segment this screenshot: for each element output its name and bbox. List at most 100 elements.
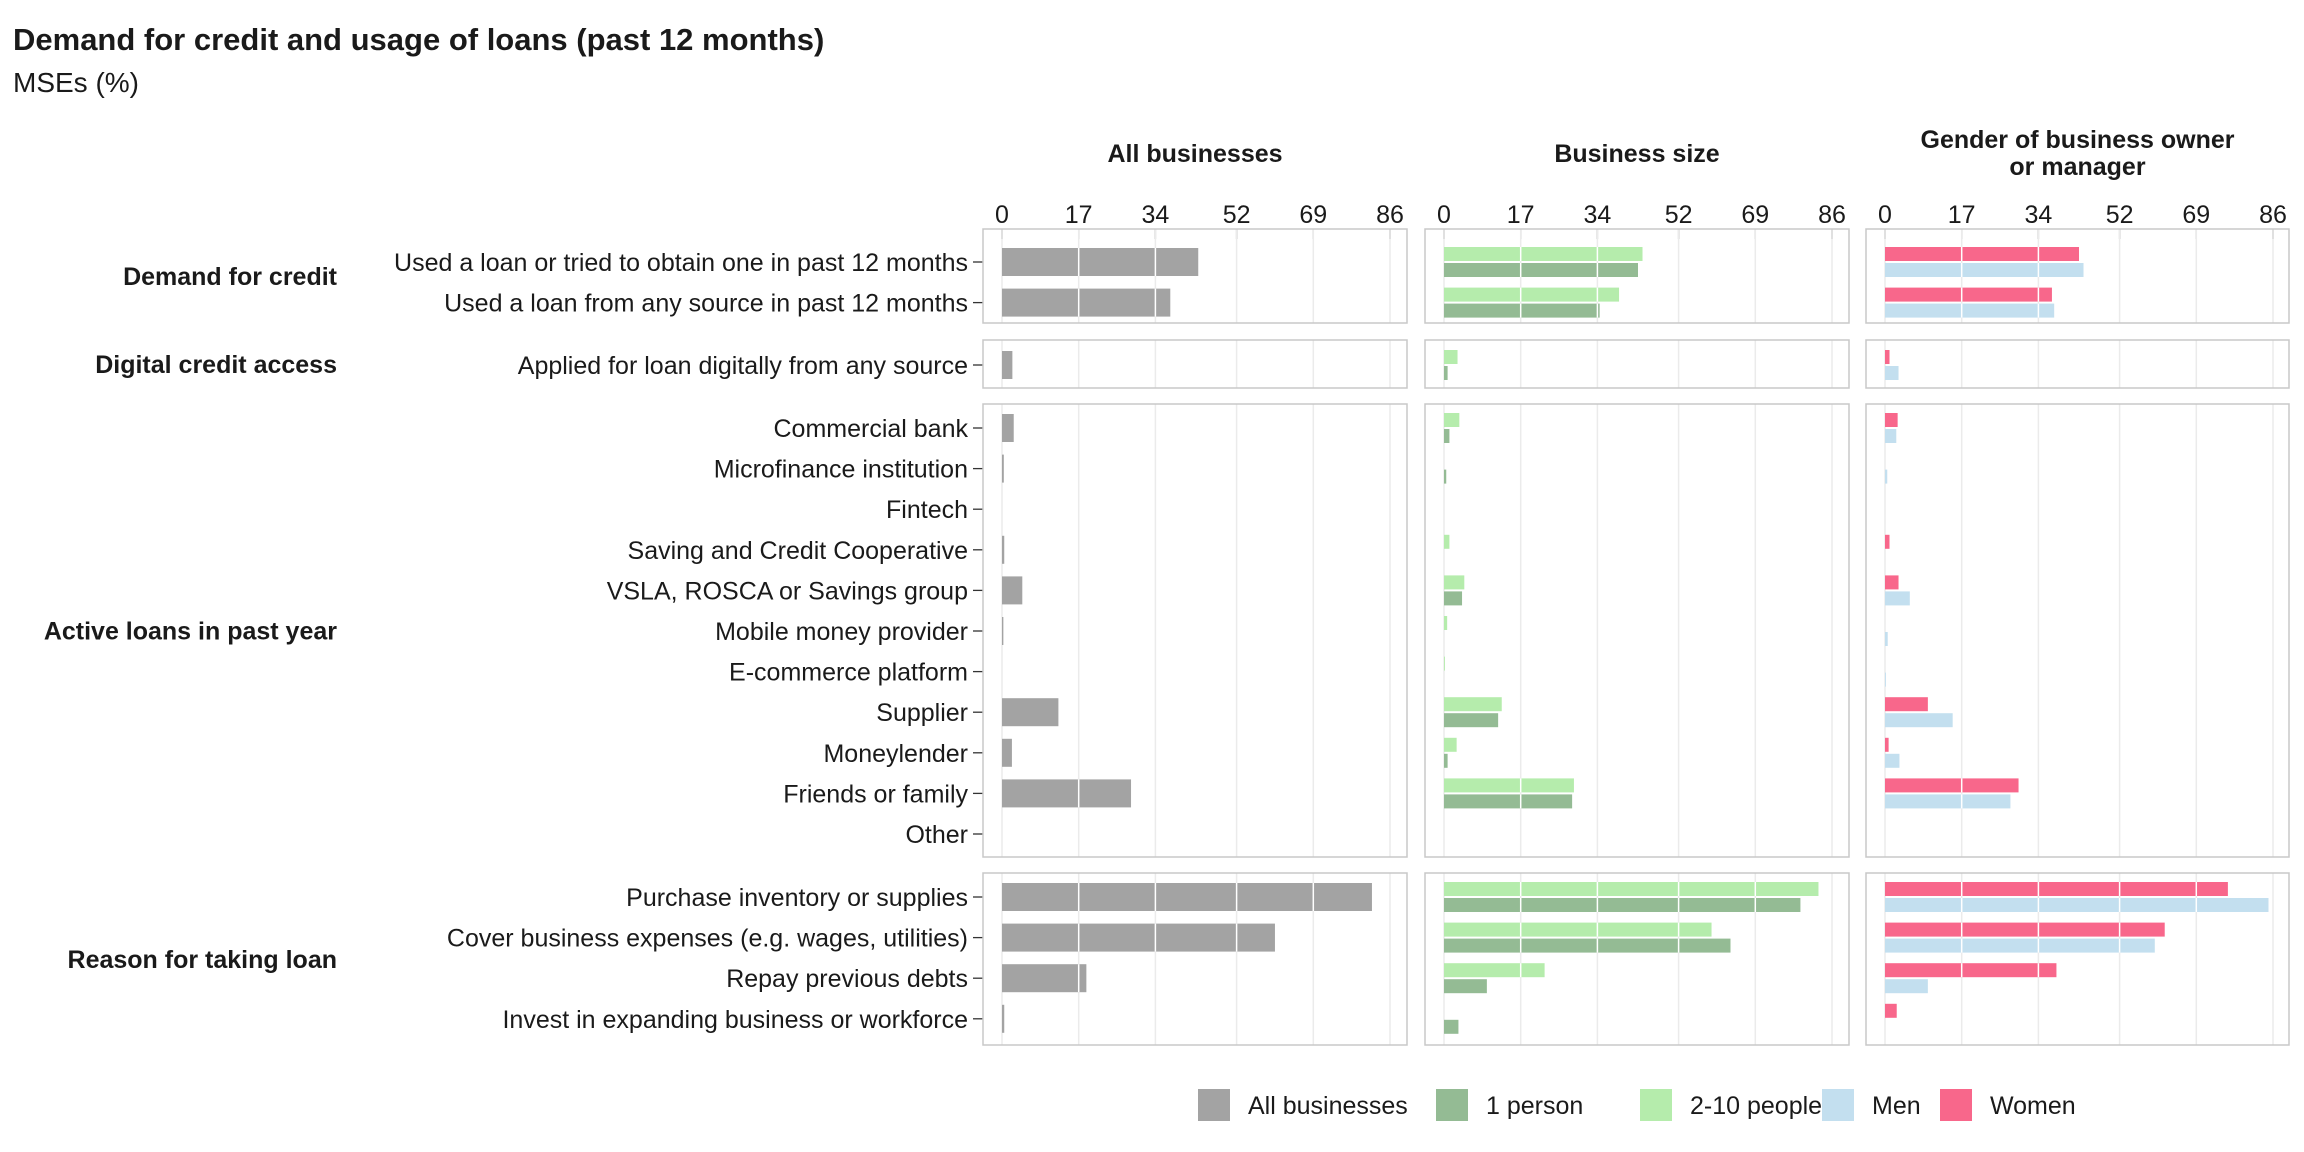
bar-all-businesses-supplier <box>1002 698 1059 727</box>
bar-women-commercial-bank <box>1885 413 1898 427</box>
bar-women-invest-in-expanding-business-or-workforce <box>1885 1003 1897 1018</box>
bar-women-used-a-loan-from-any-source-in-past-12-months <box>1885 287 2052 302</box>
panel-frame <box>1865 339 2290 389</box>
bar-1-person-repay-previous-debts <box>1444 979 1487 994</box>
bar-men-vsla-rosca-or-savings-group <box>1885 591 1910 606</box>
bar-all-businesses-friends-or-family <box>1002 779 1132 808</box>
panel-title-all-businesses: All businesses <box>1107 140 1282 168</box>
x-tick-label: 52 <box>1665 201 1693 229</box>
panel-frame <box>1424 403 1850 858</box>
category-label: Cover business expenses (e.g. wages, uti… <box>447 925 968 953</box>
bar-women-saving-and-credit-cooperative <box>1885 534 1890 549</box>
bar-men-mobile-money-provider <box>1885 632 1888 646</box>
x-tick-label: 69 <box>1299 201 1327 229</box>
category-label: Used a loan from any source in past 12 m… <box>444 290 968 318</box>
bar-all-businesses-moneylender <box>1002 738 1012 767</box>
x-tick-label: 69 <box>2182 201 2210 229</box>
panel-title-business-size: Business size <box>1554 140 1719 168</box>
x-tick-label: 0 <box>1437 201 1451 229</box>
x-tick-label: 86 <box>1376 201 1404 229</box>
category-label: Saving and Credit Cooperative <box>628 537 968 565</box>
bar-women-repay-previous-debts <box>1885 963 2057 978</box>
bar-men-moneylender <box>1885 753 1900 768</box>
bar-women-used-a-loan-or-tried-to-obtain-one-in-past-12-months <box>1885 247 2079 261</box>
bar-1-person-vsla-rosca-or-savings-group <box>1444 591 1463 606</box>
plot-area: All businesses 0 17 34 52 69 86 Business size 0 1… <box>44 126 2290 1046</box>
x-tick-label: 52 <box>2106 201 2134 229</box>
bar-1-person-microfinance-institution <box>1444 469 1447 484</box>
legend-label-men: Men <box>1872 1092 1921 1120</box>
bar-2-10-people-used-a-loan-or-tried-to-obtain-one-in-past-12-months <box>1444 247 1643 261</box>
bar-1-person-commercial-bank <box>1444 429 1450 443</box>
panel-frame <box>982 228 1408 324</box>
bar-all-businesses-purchase-inventory-or-supplies <box>1002 883 1372 911</box>
bar-1-person-used-a-loan-or-tried-to-obtain-one-in-past-12-months <box>1444 263 1638 277</box>
panel-frame <box>982 872 1408 1046</box>
legend-swatch-all-businesses <box>1198 1089 1230 1121</box>
bar-1-person-invest-in-expanding-business-or-workforce <box>1444 1019 1459 1034</box>
bar-men-used-a-loan-from-any-source-in-past-12-months <box>1885 303 2055 318</box>
category-label: Microfinance institution <box>714 456 968 484</box>
bar-men-friends-or-family <box>1885 794 2011 809</box>
bar-all-businesses-vsla-rosca-or-savings-group <box>1002 576 1023 605</box>
chart-subtitle: MSEs (%) <box>13 67 139 98</box>
bar-all-businesses-used-a-loan-or-tried-to-obtain-one-in-past-12-months <box>1002 248 1199 276</box>
group-label-reason-for-taking-loan: Reason for taking loan <box>68 946 337 974</box>
bar-men-microfinance-institution <box>1885 469 1888 484</box>
legend-label-women: Women <box>1990 1092 2076 1120</box>
bar-2-10-people-vsla-rosca-or-savings-group <box>1444 575 1465 590</box>
panel-frame <box>1424 872 1850 1046</box>
bar-all-businesses-commercial-bank <box>1002 414 1014 442</box>
x-tick-label: 86 <box>1818 201 1846 229</box>
legend-swatch-men <box>1822 1089 1854 1121</box>
x-tick-label: 0 <box>995 201 1009 229</box>
x-tick-label: 52 <box>1223 201 1251 229</box>
panel-frame <box>1865 872 2290 1046</box>
bar-men-applied-for-loan-digitally-from-any-source <box>1885 366 1899 380</box>
bar-women-purchase-inventory-or-supplies <box>1885 882 2228 896</box>
bar-all-businesses-cover-business-expenses-e-g-wages-utilities <box>1002 923 1275 952</box>
category-label: Invest in expanding business or workforc… <box>502 1006 968 1034</box>
category-label: Fintech <box>886 496 968 524</box>
bar-2-10-people-cover-business-expenses-e-g-wages-utilities <box>1444 922 1712 937</box>
bar-2-10-people-used-a-loan-from-any-source-in-past-12-months <box>1444 287 1620 302</box>
category-label: Supplier <box>876 699 968 727</box>
bar-all-businesses-used-a-loan-from-any-source-in-past-12-months <box>1002 288 1171 317</box>
category-label: E-commerce platform <box>729 659 968 687</box>
x-tick-label: 34 <box>2024 201 2052 229</box>
bar-men-commercial-bank <box>1885 429 1897 443</box>
legend-label-1-person: 1 person <box>1486 1092 1583 1120</box>
x-tick-label: 34 <box>1583 201 1611 229</box>
x-tick-label: 0 <box>1878 201 1892 229</box>
group-label-digital-credit-access: Digital credit access <box>95 351 337 379</box>
legend-label-all-businesses: All businesses <box>1248 1092 1408 1120</box>
panel-title-line: or manager <box>2009 153 2145 181</box>
bar-1-person-friends-or-family <box>1444 794 1573 809</box>
bar-2-10-people-purchase-inventory-or-supplies <box>1444 882 1819 896</box>
panel-frame <box>1424 228 1850 324</box>
panel-title-gender-of-business-owner-or-manager: Gender of business owner or manager <box>1921 126 2235 181</box>
bar-1-person-used-a-loan-from-any-source-in-past-12-months <box>1444 303 1600 318</box>
x-tick-label: 69 <box>1741 201 1769 229</box>
group-label-active-loans-in-past-year: Active loans in past year <box>44 618 337 646</box>
bar-all-businesses-microfinance-institution <box>1002 454 1004 483</box>
legend-swatch-2-10-people <box>1640 1089 1672 1121</box>
category-label: Used a loan or tried to obtain one in pa… <box>394 249 968 277</box>
panel-frame <box>982 403 1408 858</box>
bar-1-person-cover-business-expenses-e-g-wages-utilities <box>1444 938 1731 953</box>
bar-1-person-supplier <box>1444 713 1499 728</box>
x-tick-label: 17 <box>1948 201 1976 229</box>
bar-2-10-people-repay-previous-debts <box>1444 963 1545 978</box>
bar-2-10-people-moneylender <box>1444 737 1457 752</box>
panel-frame <box>1865 228 2290 324</box>
bar-men-supplier <box>1885 713 1953 728</box>
bar-2-10-people-applied-for-loan-digitally-from-any-source <box>1444 350 1458 364</box>
category-label: Purchase inventory or supplies <box>626 884 968 912</box>
bar-2-10-people-e-commerce-platform <box>1444 656 1445 671</box>
category-label: VSLA, ROSCA or Savings group <box>607 577 968 605</box>
bar-women-cover-business-expenses-e-g-wages-utilities <box>1885 922 2165 937</box>
bar-2-10-people-supplier <box>1444 697 1502 712</box>
bar-all-businesses-repay-previous-debts <box>1002 964 1087 993</box>
category-label: Commercial bank <box>773 415 968 443</box>
